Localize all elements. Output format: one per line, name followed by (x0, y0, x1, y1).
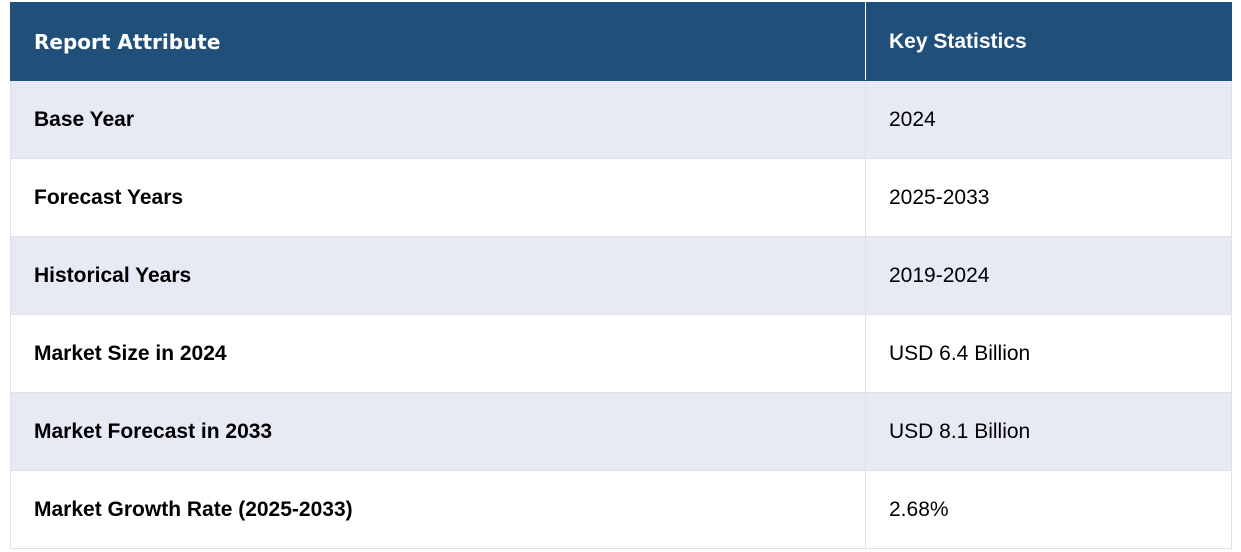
table-row: Historical Years 2019-2024 (10, 236, 1232, 315)
attribute-cell: Market Growth Rate (2025-2033) (10, 470, 866, 549)
value-cell: 2019-2024 (865, 236, 1232, 315)
table-row: Market Size in 2024 USD 6.4 Billion (10, 314, 1232, 393)
attribute-cell: Historical Years (10, 236, 866, 315)
value-cell: 2025-2033 (865, 158, 1232, 237)
attribute-cell: Market Size in 2024 (10, 314, 866, 393)
value-cell: USD 8.1 Billion (865, 392, 1232, 471)
attribute-cell: Market Forecast in 2033 (10, 392, 866, 471)
header-row: Report Attribute Key Statistics (10, 2, 1232, 81)
stats-table: Report Attribute Key Statistics Base Year 2… (10, 2, 1232, 549)
header-cell: Report Attribute (10, 2, 866, 81)
attribute-cell: Base Year (10, 80, 866, 159)
value-cell: 2024 (865, 80, 1232, 159)
header-cell: Key Statistics (865, 2, 1232, 81)
table-row: Base Year 2024 (10, 80, 1232, 159)
value-cell: USD 6.4 Billion (865, 314, 1232, 393)
attribute-cell: Forecast Years (10, 158, 866, 237)
table-row: Forecast Years 2025-2033 (10, 158, 1232, 237)
table-row: Market Forecast in 2033 USD 8.1 Billion (10, 392, 1232, 471)
table-row: Market Growth Rate (2025-2033) 2.68% (10, 470, 1232, 549)
value-cell: 2.68% (865, 470, 1232, 549)
